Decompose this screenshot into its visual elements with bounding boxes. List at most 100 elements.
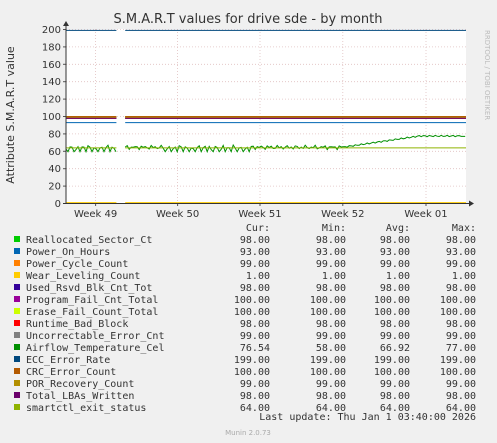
legend-value-cur: 98.00 <box>240 319 270 330</box>
legend-value-max: 199.00 <box>440 355 476 366</box>
legend-swatch <box>14 404 20 410</box>
legend-value-avg: 1.00 <box>386 271 410 282</box>
legend-column-header: Cur: <box>246 223 270 234</box>
x-tick-label: Week 01 <box>404 209 447 220</box>
legend-value-max: 99.00 <box>446 331 476 342</box>
legend-value-avg: 100.00 <box>374 295 410 306</box>
legend-value-avg: 100.00 <box>374 367 410 378</box>
legend-value-avg: 99.00 <box>380 259 410 270</box>
last-update-text: Last update: Thu Jan 1 03:40:00 2026 <box>259 412 476 423</box>
legend-value-cur: 99.00 <box>240 379 270 390</box>
legend-value-max: 77.00 <box>446 343 476 354</box>
legend-value-min: 64.00 <box>316 403 346 414</box>
y-tick-label: 120 <box>42 95 61 106</box>
legend-swatch <box>14 284 20 290</box>
legend-swatch <box>14 308 20 314</box>
legend-value-max: 99.00 <box>446 259 476 270</box>
x-tick-label: Week 49 <box>74 209 117 220</box>
legend-swatch <box>14 344 20 350</box>
x-tick-label: Week 52 <box>321 209 364 220</box>
y-tick-label: 0 <box>55 199 61 210</box>
legend-series-name: POR_Recovery_Count <box>26 379 134 390</box>
legend-value-cur: 76.54 <box>240 343 270 354</box>
y-axis-label: Attribute S.M.A.R.T value <box>4 46 17 184</box>
rrdtool-watermark: RRDTOOL / TOBI OETIKER <box>483 30 491 120</box>
legend-value-max: 98.00 <box>446 283 476 294</box>
axes <box>63 21 474 207</box>
legend-value-min: 98.00 <box>316 319 346 330</box>
legend-swatch <box>14 272 20 278</box>
legend-swatch <box>14 356 20 362</box>
x-axis-ticks: Week 49 Week 50 Week 51 Week 52 Week 01 <box>74 203 448 220</box>
y-tick-label: 60 <box>48 147 61 158</box>
legend-value-avg: 64.00 <box>380 403 410 414</box>
legend-value-cur: 98.00 <box>240 235 270 246</box>
legend-value-max: 98.00 <box>446 391 476 402</box>
legend-series-name: Power_On_Hours <box>26 247 110 258</box>
legend-column-header: Max: <box>452 223 476 234</box>
legend-value-cur: 64.00 <box>240 403 270 414</box>
munin-footer: Munin 2.0.73 <box>225 429 271 437</box>
legend-swatch <box>14 368 20 374</box>
series-lines <box>65 29 466 204</box>
y-tick-label: 200 <box>42 25 61 36</box>
legend-value-min: 99.00 <box>316 259 346 270</box>
y-axis-arrow <box>63 21 69 26</box>
y-tick-label: 140 <box>42 77 61 88</box>
legend-series-name: smartctl_exit_status <box>26 403 146 414</box>
legend-value-avg: 199.00 <box>374 355 410 366</box>
legend-value-min: 99.00 <box>316 379 346 390</box>
legend-value-cur: 99.00 <box>240 259 270 270</box>
y-tick-label: 40 <box>48 164 61 175</box>
legend-value-min: 98.00 <box>316 283 346 294</box>
legend-value-avg: 99.00 <box>380 331 410 342</box>
x-tick-label: Week 50 <box>156 209 199 220</box>
legend-series-name: ECC_Error_Rate <box>26 355 110 366</box>
legend-value-cur: 199.00 <box>234 355 270 366</box>
chart-title: S.M.A.R.T values for drive sde - by mont… <box>113 12 382 27</box>
legend-value-cur: 100.00 <box>234 367 270 378</box>
legend-swatch <box>14 380 20 386</box>
legend-value-cur: 100.00 <box>234 307 270 318</box>
legend-value-max: 100.00 <box>440 295 476 306</box>
legend-value-max: 98.00 <box>446 319 476 330</box>
legend-value-avg: 100.00 <box>374 307 410 318</box>
series-line <box>65 144 117 154</box>
legend-value-max: 100.00 <box>440 307 476 318</box>
legend-series-name: Total_LBAs_Written <box>26 391 134 402</box>
legend-swatch <box>14 320 20 326</box>
legend-value-min: 100.00 <box>310 295 346 306</box>
legend-value-cur: 98.00 <box>240 391 270 402</box>
legend-value-min: 98.00 <box>316 391 346 402</box>
legend-series-name: Erase_Fail_Count_Total <box>26 307 158 318</box>
legend-swatch <box>14 296 20 302</box>
legend-value-min: 98.00 <box>316 235 346 246</box>
legend-swatch <box>14 248 20 254</box>
legend-value-avg: 93.00 <box>380 247 410 258</box>
legend-swatch <box>14 392 20 398</box>
legend-series-name: Program_Fail_Cnt_Total <box>26 295 158 306</box>
legend-value-max: 64.00 <box>446 403 476 414</box>
y-tick-label: 100 <box>42 112 61 123</box>
legend-series-name: Wear_Leveling_Count <box>26 271 140 282</box>
legend-value-max: 93.00 <box>446 247 476 258</box>
y-tick-label: 20 <box>48 182 61 193</box>
legend-value-min: 93.00 <box>316 247 346 258</box>
legend-value-avg: 99.00 <box>380 379 410 390</box>
legend-series-name: Uncorrectable_Error_Cnt <box>26 331 164 342</box>
legend-value-max: 1.00 <box>452 271 476 282</box>
legend-value-avg: 98.00 <box>380 391 410 402</box>
legend-value-min: 99.00 <box>316 331 346 342</box>
y-tick-label: 80 <box>48 129 61 140</box>
legend-series-name: Runtime_Bad_Block <box>26 319 128 330</box>
legend-series-name: Power_Cycle_Count <box>26 259 128 270</box>
legend-swatch <box>14 260 20 266</box>
legend-series-name: CRC_Error_Count <box>26 367 116 378</box>
legend-series-name: Used_Rsvd_Blk_Cnt_Tot <box>26 283 152 294</box>
legend-value-min: 199.00 <box>310 355 346 366</box>
legend-value-avg: 98.00 <box>380 283 410 294</box>
y-tick-label: 160 <box>42 60 61 71</box>
legend-series-name: Reallocated_Sector_Ct <box>26 235 152 246</box>
legend-column-header: Avg: <box>386 223 410 234</box>
